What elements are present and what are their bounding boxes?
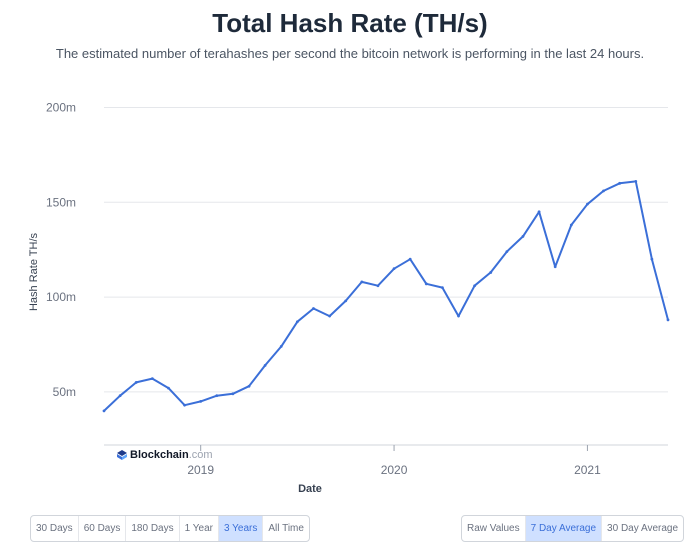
data-point	[457, 314, 460, 318]
data-point	[150, 377, 154, 381]
data-point	[618, 181, 622, 185]
data-point	[473, 284, 477, 288]
data-point	[183, 403, 186, 407]
timespan-1-year-button[interactable]: 1 Year	[180, 516, 219, 541]
data-point	[650, 257, 654, 261]
data-point	[263, 363, 267, 367]
data-point	[231, 392, 235, 396]
data-point	[553, 265, 557, 269]
data-point	[215, 394, 219, 398]
x-tick-label: 2020	[381, 463, 408, 477]
data-point	[408, 257, 412, 261]
data-point	[602, 189, 605, 193]
x-axis-title: Date	[298, 483, 322, 495]
data-point	[634, 180, 638, 183]
timespan-60-days-button[interactable]: 60 Days	[79, 516, 127, 541]
data-point	[328, 314, 331, 318]
y-tick-label: 200m	[46, 100, 76, 114]
data-point	[537, 210, 541, 214]
data-point	[569, 223, 573, 227]
data-point	[392, 267, 396, 271]
30-day-average-button[interactable]: 30 Day Average	[607, 523, 679, 534]
data-point	[505, 250, 509, 253]
blockchain-watermark: Blockchain .com	[117, 449, 213, 461]
raw-values-button[interactable]: Raw Values	[462, 516, 526, 541]
y-tick-label: 150m	[46, 195, 76, 209]
data-point	[424, 282, 428, 286]
average-selector: Raw Values 7 Day Average 30 Day Average	[461, 515, 685, 542]
timespan-all-time-button[interactable]: All Time	[268, 523, 304, 534]
watermark-domain: .com	[188, 449, 213, 461]
data-point	[134, 381, 138, 384]
data-point	[295, 320, 299, 324]
timespan-30-days-button[interactable]: 30 Days	[31, 516, 79, 541]
hash-rate-chart: 50m 100m 150m 200m 2019 2020 2021 Date Hash Rate…	[28, 100, 670, 495]
data-point	[279, 344, 283, 348]
timespan-3-years-button[interactable]: 3 Years	[219, 516, 264, 541]
timespan-180-days-button[interactable]: 180 Days	[126, 516, 180, 541]
data-point	[247, 384, 251, 388]
data-point	[118, 394, 122, 398]
data-point	[167, 386, 170, 390]
y-tick-label: 50m	[53, 385, 76, 399]
data-point	[586, 202, 589, 206]
data-point	[102, 409, 106, 413]
data-point	[360, 280, 364, 284]
data-point	[441, 286, 444, 290]
data-point	[376, 284, 380, 288]
x-tick-label: 2019	[187, 463, 214, 477]
blockchain-logo-icon	[117, 450, 127, 460]
hash-rate-series-line	[103, 180, 669, 412]
data-point	[199, 399, 203, 403]
data-point	[344, 299, 348, 303]
x-tick-label: 2021	[574, 463, 601, 477]
watermark-brand: Blockchain	[130, 449, 189, 461]
chart-title: Total Hash Rate (TH/s)	[212, 8, 488, 38]
y-tick-label: 100m	[46, 290, 76, 304]
timespan-selector: 30 Days 60 Days 180 Days 1 Year 3 Years …	[30, 515, 310, 542]
data-point	[666, 318, 670, 322]
data-point	[521, 235, 525, 238]
y-axis-title: Hash Rate TH/s	[28, 232, 40, 311]
data-point	[312, 307, 315, 310]
7-day-average-button[interactable]: 7 Day Average	[525, 516, 603, 541]
data-point	[489, 271, 493, 274]
chart-subtitle: The estimated number of terahashes per s…	[55, 46, 645, 61]
